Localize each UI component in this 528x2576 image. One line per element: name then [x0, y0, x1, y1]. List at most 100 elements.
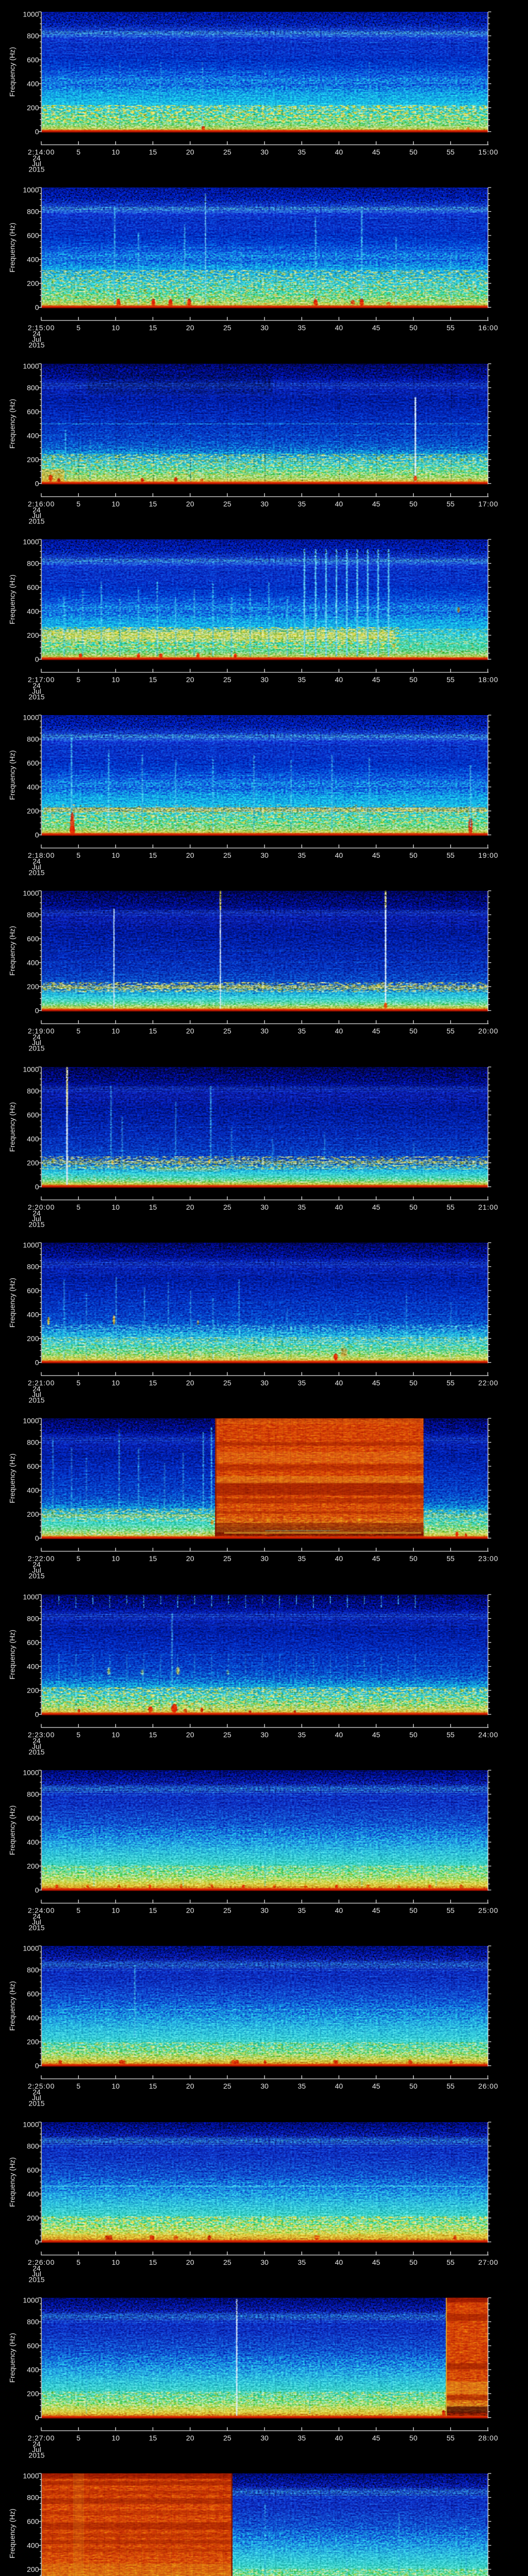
svg-text:400: 400 [27, 2541, 39, 2550]
svg-text:30: 30 [260, 851, 269, 859]
svg-text:400: 400 [27, 256, 39, 264]
svg-text:24: 24 [32, 2440, 41, 2448]
svg-text:24: 24 [32, 1561, 41, 1569]
svg-text:Jul: Jul [32, 160, 41, 168]
svg-text:30: 30 [260, 1731, 269, 1739]
svg-text:50: 50 [409, 2258, 418, 2266]
svg-text:2:25:00: 2:25:00 [28, 2082, 55, 2090]
svg-text:Frequency (Hz): Frequency (Hz) [8, 1981, 16, 2030]
svg-text:10: 10 [112, 324, 120, 332]
svg-text:0: 0 [35, 655, 39, 664]
svg-text:50: 50 [409, 1027, 418, 1035]
svg-text:24: 24 [32, 857, 41, 866]
svg-text:24: 24 [32, 1737, 41, 1745]
svg-text:1000: 1000 [23, 889, 39, 897]
svg-text:Frequency (Hz): Frequency (Hz) [8, 1278, 16, 1327]
svg-text:400: 400 [27, 1663, 39, 1671]
svg-text:2015: 2015 [28, 341, 44, 349]
svg-text:55: 55 [447, 2258, 455, 2266]
svg-text:2:23:00: 2:23:00 [28, 1731, 55, 1739]
svg-text:5: 5 [76, 1554, 80, 1563]
svg-text:55: 55 [447, 1731, 455, 1739]
svg-text:50: 50 [409, 1203, 418, 1211]
svg-text:600: 600 [27, 1814, 39, 1822]
svg-text:2:15:00: 2:15:00 [28, 324, 55, 332]
svg-text:24: 24 [32, 154, 41, 162]
svg-text:400: 400 [27, 607, 39, 616]
svg-text:200: 200 [27, 2214, 39, 2222]
svg-text:15: 15 [149, 148, 157, 156]
svg-text:10: 10 [112, 851, 120, 859]
svg-text:2:24:00: 2:24:00 [28, 1906, 55, 1914]
svg-text:2015: 2015 [28, 1044, 44, 1053]
svg-text:0: 0 [35, 1183, 39, 1191]
svg-text:Jul: Jul [32, 1918, 41, 1926]
svg-text:50: 50 [409, 2434, 418, 2442]
svg-text:20:00: 20:00 [478, 1027, 498, 1035]
svg-text:50: 50 [409, 1379, 418, 1387]
svg-text:5: 5 [76, 1906, 80, 1914]
svg-text:55: 55 [447, 1906, 455, 1914]
svg-text:15: 15 [149, 324, 157, 332]
svg-text:0: 0 [35, 1886, 39, 1894]
svg-text:35: 35 [298, 2258, 306, 2266]
svg-text:400: 400 [27, 1135, 39, 1143]
svg-text:Jul: Jul [32, 1215, 41, 1223]
svg-text:24:00: 24:00 [478, 1731, 498, 1739]
svg-text:2015: 2015 [28, 2276, 44, 2284]
svg-text:40: 40 [335, 1906, 343, 1914]
svg-text:5: 5 [76, 1731, 80, 1739]
svg-text:Jul: Jul [32, 1039, 41, 1047]
svg-text:45: 45 [372, 851, 381, 859]
svg-text:50: 50 [409, 324, 418, 332]
svg-text:35: 35 [298, 500, 306, 508]
svg-text:30: 30 [260, 2434, 269, 2442]
svg-text:24: 24 [32, 682, 41, 690]
svg-text:40: 40 [335, 148, 343, 156]
svg-text:17:00: 17:00 [478, 500, 498, 508]
svg-text:40: 40 [335, 2082, 343, 2090]
svg-text:15: 15 [149, 500, 157, 508]
svg-text:45: 45 [372, 675, 381, 684]
svg-text:600: 600 [27, 1111, 39, 1119]
svg-text:0: 0 [35, 2238, 39, 2246]
svg-text:600: 600 [27, 2166, 39, 2174]
svg-text:16:00: 16:00 [478, 324, 498, 332]
svg-text:10: 10 [112, 2434, 120, 2442]
svg-text:1000: 1000 [23, 1065, 39, 1074]
svg-text:45: 45 [372, 1906, 381, 1914]
svg-text:200: 200 [27, 279, 39, 287]
svg-text:Jul: Jul [32, 863, 41, 871]
svg-text:26:00: 26:00 [478, 2082, 498, 2090]
svg-text:19:00: 19:00 [478, 851, 498, 859]
svg-text:25: 25 [223, 1731, 232, 1739]
svg-text:0: 0 [35, 2414, 39, 2422]
svg-text:Frequency (Hz): Frequency (Hz) [8, 1630, 16, 1679]
svg-text:2:16:00: 2:16:00 [28, 500, 55, 508]
svg-text:15: 15 [149, 2258, 157, 2266]
svg-text:200: 200 [27, 1159, 39, 1167]
svg-text:5: 5 [76, 2434, 80, 2442]
svg-text:1000: 1000 [23, 2472, 39, 2480]
svg-text:20: 20 [186, 324, 194, 332]
svg-text:800: 800 [27, 911, 39, 919]
svg-text:Frequency (Hz): Frequency (Hz) [8, 2509, 16, 2558]
svg-text:55: 55 [447, 1554, 455, 1563]
svg-text:0: 0 [35, 1007, 39, 1015]
svg-text:1000: 1000 [23, 2121, 39, 2129]
svg-text:50: 50 [409, 500, 418, 508]
svg-text:24: 24 [32, 1912, 41, 1921]
svg-text:1000: 1000 [23, 2296, 39, 2304]
svg-text:10: 10 [112, 1906, 120, 1914]
svg-text:20: 20 [186, 2434, 194, 2442]
svg-text:600: 600 [27, 759, 39, 767]
svg-text:35: 35 [298, 851, 306, 859]
svg-text:45: 45 [372, 1203, 381, 1211]
svg-text:0: 0 [35, 1710, 39, 1719]
svg-text:30: 30 [260, 1906, 269, 1914]
svg-text:800: 800 [27, 2142, 39, 2150]
svg-text:400: 400 [27, 1311, 39, 1319]
svg-text:10: 10 [112, 1203, 120, 1211]
svg-text:40: 40 [335, 324, 343, 332]
svg-text:600: 600 [27, 1286, 39, 1295]
